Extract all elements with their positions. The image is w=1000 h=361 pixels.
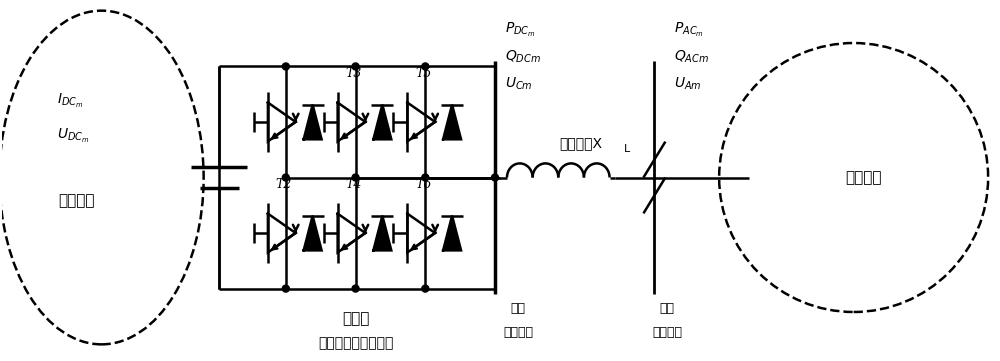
- Text: 直流: 直流: [510, 302, 525, 315]
- Polygon shape: [304, 105, 322, 139]
- Text: $Q_{DCm}$: $Q_{DCm}$: [505, 48, 541, 65]
- Polygon shape: [373, 105, 391, 139]
- Text: $U_{Cm}$: $U_{Cm}$: [505, 75, 533, 92]
- Text: $U_{Am}$: $U_{Am}$: [674, 75, 702, 92]
- Circle shape: [422, 285, 429, 292]
- Text: 换流器: 换流器: [342, 311, 369, 326]
- Text: T6: T6: [415, 178, 431, 191]
- Text: T4: T4: [345, 178, 362, 191]
- Text: 交流: 交流: [660, 302, 675, 315]
- Circle shape: [352, 63, 359, 70]
- Circle shape: [282, 174, 289, 181]
- Text: T5: T5: [415, 67, 431, 80]
- Text: 交流子网: 交流子网: [845, 170, 882, 185]
- Text: $Q_{ACm}$: $Q_{ACm}$: [674, 48, 710, 65]
- Circle shape: [282, 285, 289, 292]
- Polygon shape: [373, 216, 391, 251]
- Text: 系统接口: 系统接口: [503, 326, 533, 339]
- Text: 换流电抗X: 换流电抗X: [560, 136, 603, 150]
- Text: $I_{DC_m}$: $I_{DC_m}$: [57, 92, 83, 110]
- Polygon shape: [443, 216, 461, 251]
- Polygon shape: [443, 105, 461, 139]
- Polygon shape: [304, 216, 322, 251]
- Circle shape: [492, 174, 499, 181]
- Circle shape: [352, 285, 359, 292]
- Text: T2: T2: [276, 178, 292, 191]
- Circle shape: [422, 63, 429, 70]
- Circle shape: [352, 174, 359, 181]
- Circle shape: [282, 63, 289, 70]
- Text: 直流子网: 直流子网: [58, 193, 95, 208]
- Text: $U_{DC_m}$: $U_{DC_m}$: [57, 127, 89, 145]
- Text: L: L: [624, 144, 630, 154]
- Text: 系统接口: 系统接口: [652, 326, 682, 339]
- Circle shape: [422, 174, 429, 181]
- Text: （整流器或逆变器）: （整流器或逆变器）: [318, 336, 393, 351]
- Text: $P_{DC_m}$: $P_{DC_m}$: [505, 21, 536, 39]
- Text: $P_{AC_m}$: $P_{AC_m}$: [674, 21, 704, 39]
- Text: T3: T3: [345, 67, 362, 80]
